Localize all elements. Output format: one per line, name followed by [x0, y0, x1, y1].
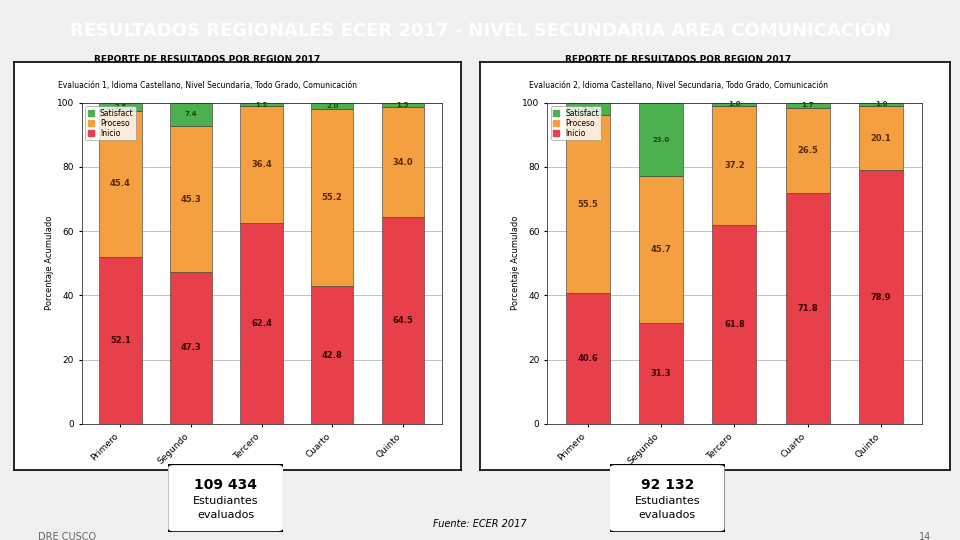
- Text: 1.0: 1.0: [728, 101, 741, 107]
- Text: 37.2: 37.2: [724, 161, 745, 170]
- Bar: [712, 106, 756, 225]
- Text: Evaluación 1, Idioma Castellano, Nivel Secundaria, Todo Grado, Comunicación: Evaluación 1, Idioma Castellano, Nivel S…: [59, 81, 357, 90]
- Bar: [170, 272, 212, 424]
- Text: 109 434: 109 434: [194, 478, 257, 491]
- Bar: [240, 224, 283, 424]
- Text: 55.5: 55.5: [577, 200, 598, 209]
- Text: 45.4: 45.4: [110, 179, 131, 188]
- Text: 7.4: 7.4: [184, 111, 198, 118]
- Bar: [859, 171, 903, 424]
- Bar: [859, 106, 903, 171]
- Bar: [311, 109, 353, 286]
- Bar: [565, 103, 610, 115]
- Legend: Satisfact, Proceso, Inicio: Satisfact, Proceso, Inicio: [551, 106, 602, 140]
- Text: 2.5: 2.5: [114, 104, 127, 110]
- Text: Estudiantes
evaluados: Estudiantes evaluados: [193, 496, 258, 520]
- Text: 1.0: 1.0: [875, 101, 887, 107]
- Legend: Satisfact, Proceso, Inicio: Satisfact, Proceso, Inicio: [85, 106, 136, 140]
- Text: 31.3: 31.3: [651, 369, 671, 378]
- Bar: [99, 103, 142, 111]
- Bar: [99, 256, 142, 424]
- Text: 14: 14: [919, 532, 931, 540]
- Bar: [565, 115, 610, 293]
- Text: 1.5: 1.5: [396, 102, 409, 108]
- Text: 1.7: 1.7: [802, 103, 814, 109]
- Bar: [382, 103, 424, 107]
- Text: 71.8: 71.8: [798, 304, 818, 313]
- Text: 62.4: 62.4: [252, 319, 272, 328]
- Text: 92 132: 92 132: [640, 478, 694, 491]
- Bar: [170, 126, 212, 272]
- Text: 3.9: 3.9: [582, 106, 594, 112]
- Bar: [99, 111, 142, 256]
- Text: 1.2: 1.2: [255, 102, 268, 107]
- Bar: [382, 217, 424, 424]
- FancyBboxPatch shape: [609, 464, 726, 532]
- Bar: [639, 323, 683, 424]
- Text: RESULTADOS REGIONALES ECER 2017 - NIVEL SECUNDARIA AREA COMUNICACIÓN: RESULTADOS REGIONALES ECER 2017 - NIVEL …: [69, 22, 891, 40]
- Bar: [382, 107, 424, 217]
- Bar: [311, 286, 353, 424]
- Bar: [240, 106, 283, 224]
- Bar: [639, 177, 683, 323]
- Text: 45.7: 45.7: [651, 245, 671, 254]
- Bar: [170, 103, 212, 126]
- Text: 26.5: 26.5: [798, 146, 818, 155]
- Text: 61.8: 61.8: [724, 320, 745, 329]
- Text: 45.3: 45.3: [180, 194, 202, 204]
- FancyBboxPatch shape: [167, 464, 284, 532]
- Text: 34.0: 34.0: [393, 158, 413, 166]
- Y-axis label: Porcentaje Acumulado: Porcentaje Acumulado: [511, 216, 519, 310]
- Text: Fuente: ECER 2017: Fuente: ECER 2017: [433, 519, 527, 529]
- Text: 64.5: 64.5: [393, 316, 413, 325]
- Text: Estudiantes
evaluados: Estudiantes evaluados: [635, 496, 700, 520]
- Bar: [565, 293, 610, 424]
- Text: 23.0: 23.0: [653, 137, 670, 143]
- Text: 52.1: 52.1: [110, 336, 131, 345]
- Y-axis label: Porcentaje Acumulado: Porcentaje Acumulado: [45, 216, 54, 310]
- Text: Evaluación 2, Idioma Castellano, Nivel Secundaria, Todo Grado, Comunicación: Evaluación 2, Idioma Castellano, Nivel S…: [529, 81, 828, 90]
- Bar: [712, 225, 756, 424]
- Bar: [639, 103, 683, 177]
- Text: DRE CUSCO: DRE CUSCO: [38, 532, 97, 540]
- Bar: [859, 103, 903, 106]
- Text: 36.4: 36.4: [252, 160, 272, 170]
- Text: 47.3: 47.3: [180, 343, 202, 353]
- Bar: [311, 103, 353, 109]
- Text: 20.1: 20.1: [871, 133, 892, 143]
- Text: 42.8: 42.8: [322, 350, 343, 360]
- Text: REPORTE DE RESULTADOS POR REGION 2017: REPORTE DE RESULTADOS POR REGION 2017: [565, 55, 791, 64]
- Bar: [786, 193, 829, 424]
- Text: 2.0: 2.0: [326, 103, 338, 109]
- Bar: [240, 103, 283, 106]
- Text: 78.9: 78.9: [871, 293, 892, 302]
- Bar: [786, 108, 829, 193]
- Bar: [712, 103, 756, 106]
- Bar: [786, 103, 829, 108]
- Text: 40.6: 40.6: [577, 354, 598, 363]
- Text: REPORTE DE RESULTADOS POR REGION 2017: REPORTE DE RESULTADOS POR REGION 2017: [94, 55, 321, 64]
- Text: 55.2: 55.2: [322, 193, 343, 202]
